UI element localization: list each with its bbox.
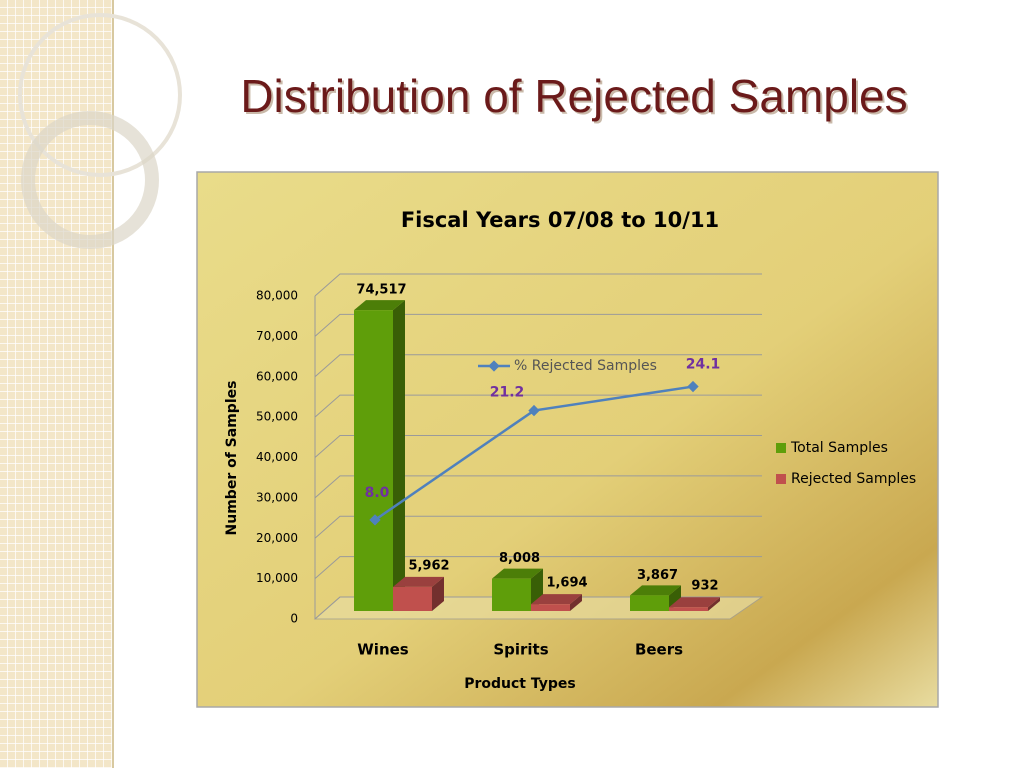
bar-side	[570, 594, 582, 611]
grid-line	[314, 354, 762, 378]
grid-line	[314, 435, 762, 458]
y-tick-label: 40,000	[256, 450, 298, 464]
line-marker	[528, 404, 540, 417]
bar	[393, 586, 432, 611]
bar	[492, 578, 531, 611]
bar-top	[354, 300, 405, 311]
legend-swatch	[776, 474, 786, 484]
data-label: 74,517	[356, 283, 406, 298]
grid-line	[314, 515, 762, 539]
bar-top	[531, 594, 582, 605]
data-label: 21.2	[490, 385, 525, 401]
data-label: 932	[691, 579, 718, 594]
x-axis-label: Product Types	[464, 676, 576, 692]
data-label: 3,867	[637, 568, 678, 583]
y-tick-label: 20,000	[256, 531, 298, 545]
chart-title: Fiscal Years 07/08 to 10/11	[401, 208, 719, 232]
legend-label: Total Samples	[790, 440, 888, 456]
bar-top	[669, 597, 720, 608]
x-tick-label: Wines	[357, 641, 409, 659]
grid-line	[314, 313, 762, 337]
data-label: 5,962	[408, 558, 449, 573]
slide-title: Distribution of Rejected Samples	[240, 70, 907, 122]
data-label: 8,008	[499, 551, 540, 566]
grid-line	[314, 556, 762, 580]
deco-circle	[21, 111, 159, 249]
bar-top	[393, 576, 444, 587]
line-marker	[369, 514, 381, 526]
grid-line	[314, 394, 762, 418]
legend-swatch	[776, 443, 786, 453]
bar-side	[432, 576, 444, 611]
bar-top	[630, 585, 681, 596]
data-label: 8.0	[365, 485, 390, 501]
y-tick-label: 50,000	[256, 410, 298, 424]
title-shadow: Distribution of Rejected Samples	[242, 72, 909, 124]
bar	[531, 604, 570, 611]
grid-line	[314, 273, 762, 297]
x-tick-label: Spirits	[493, 641, 548, 659]
y-tick-label: 30,000	[256, 490, 298, 504]
y-tick-label: 0	[290, 612, 298, 626]
grid-line	[314, 596, 762, 620]
line-marker	[687, 380, 699, 393]
bar-side	[708, 597, 720, 611]
deco-circle	[18, 13, 182, 177]
y-tick-label: 70,000	[256, 329, 298, 343]
bar-top	[492, 568, 543, 579]
legend-marker	[488, 360, 500, 372]
y-tick-label: 10,000	[256, 571, 298, 585]
bar-side	[669, 585, 681, 611]
y-axis-label: Number of Samples	[224, 381, 240, 536]
data-label: 1,694	[546, 576, 587, 591]
grid-line	[314, 475, 762, 499]
y-tick-label: 60,000	[256, 369, 298, 383]
legend-label: % Rejected Samples	[514, 358, 657, 374]
bar	[354, 310, 393, 611]
legend-label: Rejected Samples	[791, 471, 916, 487]
bar-side	[393, 300, 405, 611]
bar	[669, 607, 708, 611]
y-tick-label: 80,000	[256, 289, 298, 303]
x-tick-label: Beers	[635, 641, 683, 659]
bar	[630, 595, 669, 611]
data-label: 24.1	[686, 357, 721, 373]
